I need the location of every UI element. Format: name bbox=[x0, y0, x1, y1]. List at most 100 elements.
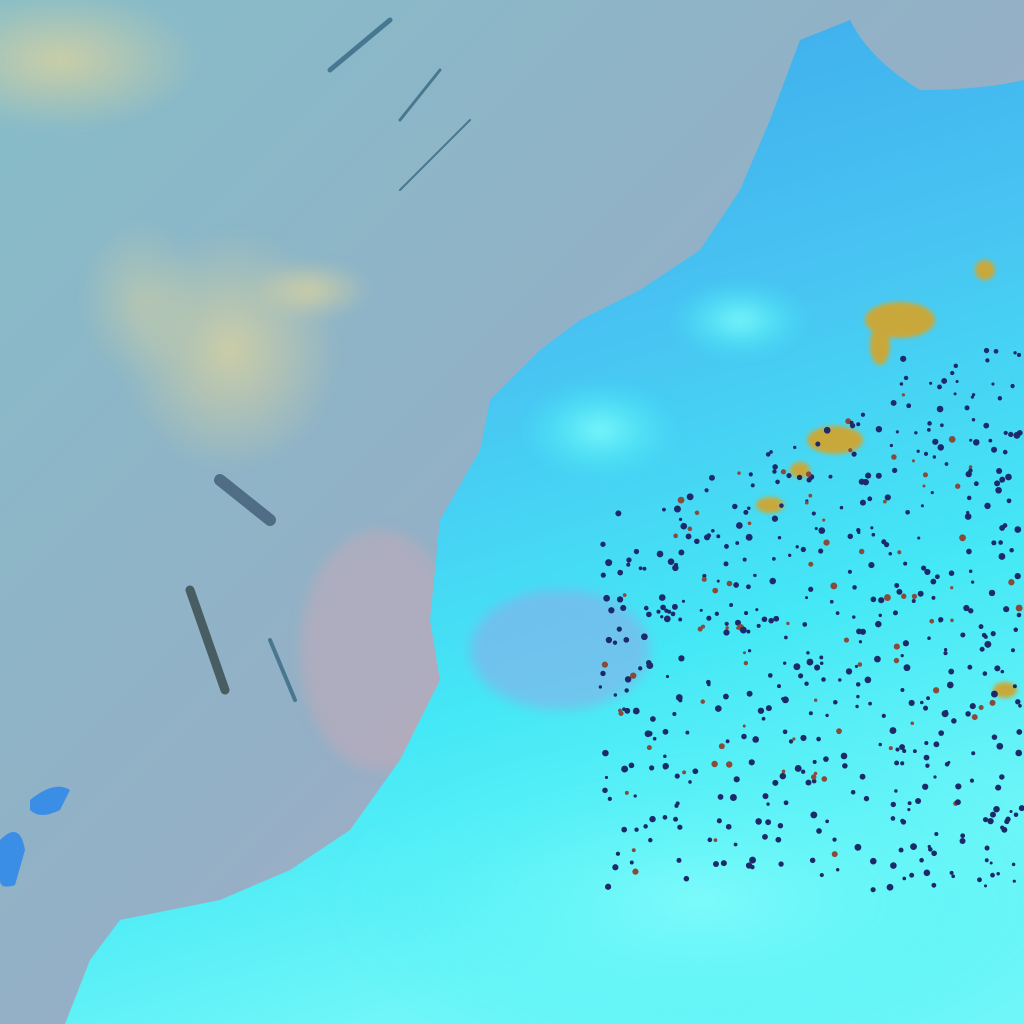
cloud-dot bbox=[874, 655, 881, 663]
cloud-dot bbox=[821, 677, 826, 682]
cloud-dot bbox=[896, 588, 903, 595]
cloud-dot bbox=[624, 676, 632, 683]
cloud-dot bbox=[809, 857, 816, 864]
cloud-dot bbox=[771, 515, 779, 522]
cloud-dot bbox=[777, 822, 784, 829]
cloud-dot bbox=[898, 847, 904, 853]
cloud-dot bbox=[938, 619, 942, 623]
cloud-dot bbox=[1016, 729, 1023, 735]
cloud-dot bbox=[616, 596, 624, 603]
cloud-dot bbox=[672, 711, 677, 717]
cloud-dot bbox=[699, 608, 703, 612]
cloud-dot bbox=[870, 887, 876, 893]
cloud-dot bbox=[1010, 383, 1015, 389]
cloud-dot bbox=[931, 882, 937, 888]
cloud-dot bbox=[800, 734, 807, 742]
cloud-dot bbox=[736, 522, 743, 529]
cloud-dot bbox=[707, 682, 711, 687]
cloud-dot bbox=[783, 800, 789, 806]
cloud-dot bbox=[765, 452, 771, 457]
cloud-dot bbox=[923, 754, 930, 761]
cloud-dot bbox=[934, 574, 940, 580]
cloud-dot bbox=[907, 808, 911, 812]
cloud-dot bbox=[1006, 498, 1012, 504]
cloud-dot bbox=[998, 540, 1003, 545]
cloud-dot bbox=[948, 668, 955, 675]
cloud-dot bbox=[1012, 879, 1016, 883]
cloud-dot bbox=[819, 873, 824, 878]
cloud-dot bbox=[984, 858, 989, 863]
cloud-dot bbox=[704, 534, 711, 541]
cloud-dot bbox=[662, 507, 666, 512]
cloud-dot bbox=[868, 562, 875, 569]
cloud-dot bbox=[630, 672, 637, 679]
cloud-dot bbox=[778, 861, 784, 867]
cloud-dot bbox=[930, 491, 934, 495]
cloud-dot bbox=[1000, 669, 1005, 674]
cloud-dot bbox=[984, 845, 990, 851]
cloud-dot bbox=[687, 526, 693, 532]
cloud-dot bbox=[936, 405, 944, 413]
cloud-dot bbox=[711, 528, 715, 533]
cloud-dot bbox=[932, 455, 937, 459]
cloud-dot bbox=[748, 759, 755, 766]
cloud-dot bbox=[828, 474, 833, 479]
cloud-dot bbox=[923, 869, 931, 877]
cloud-dot bbox=[993, 348, 999, 354]
cloud-dot bbox=[926, 696, 930, 701]
cloud-dot bbox=[786, 621, 790, 626]
cloud-dot bbox=[600, 572, 606, 578]
cloud-dot bbox=[923, 705, 929, 711]
cloud-dot bbox=[768, 617, 774, 624]
cloud-dot bbox=[891, 454, 897, 460]
cloud-dot bbox=[944, 462, 949, 466]
cloud-dot bbox=[795, 545, 799, 549]
cloud-dot bbox=[701, 576, 707, 582]
cloud-dot bbox=[742, 651, 746, 655]
cloud-dot bbox=[994, 665, 1001, 672]
cloud-dot bbox=[686, 493, 694, 501]
cloud-dot bbox=[688, 780, 692, 784]
cloud-dot bbox=[894, 789, 898, 793]
cloud-dot bbox=[717, 794, 724, 800]
cloud-dot bbox=[1016, 352, 1021, 357]
cloud-dot bbox=[969, 778, 975, 783]
cloud-dot bbox=[905, 509, 910, 515]
cloud-dot bbox=[948, 435, 956, 443]
cloud-dot bbox=[692, 768, 699, 775]
cloud-dot bbox=[1010, 648, 1016, 653]
cloud-dot bbox=[931, 595, 936, 600]
cloud-dot bbox=[889, 443, 894, 448]
cloud-dot bbox=[776, 684, 782, 689]
cloud-dot bbox=[735, 541, 740, 545]
cloud-dot bbox=[671, 603, 678, 610]
cloud-dot bbox=[989, 861, 993, 865]
cloud-dot bbox=[819, 655, 824, 660]
cloud-dot bbox=[959, 837, 966, 844]
cloud-dot bbox=[747, 521, 752, 526]
dark-cloud-dots bbox=[598, 347, 1024, 893]
cloud-dot bbox=[888, 552, 893, 556]
cloud-dot bbox=[895, 430, 899, 434]
cloud-dot bbox=[997, 396, 1003, 401]
cloud-dot bbox=[999, 525, 1006, 531]
cloud-dot bbox=[899, 382, 904, 386]
cloud-dot bbox=[640, 633, 648, 641]
cloud-dot bbox=[910, 843, 917, 851]
cloud-dot bbox=[917, 590, 924, 597]
cloud-dot bbox=[835, 868, 840, 872]
cloud-dot bbox=[733, 582, 739, 588]
cloud-dot bbox=[941, 377, 948, 384]
cloud-dot bbox=[951, 874, 956, 879]
cloud-dot bbox=[767, 673, 773, 678]
cloud-dot bbox=[963, 604, 970, 612]
cloud-dot bbox=[814, 664, 821, 671]
cloud-dot bbox=[948, 570, 955, 576]
cloud-dot bbox=[633, 548, 640, 555]
cloud-dot bbox=[1011, 862, 1016, 867]
cloud-dot bbox=[932, 687, 940, 694]
cloud-dot bbox=[983, 422, 990, 429]
cloud-dot bbox=[919, 700, 924, 705]
cloud-dot bbox=[608, 607, 615, 614]
cloud-dot bbox=[852, 585, 857, 590]
